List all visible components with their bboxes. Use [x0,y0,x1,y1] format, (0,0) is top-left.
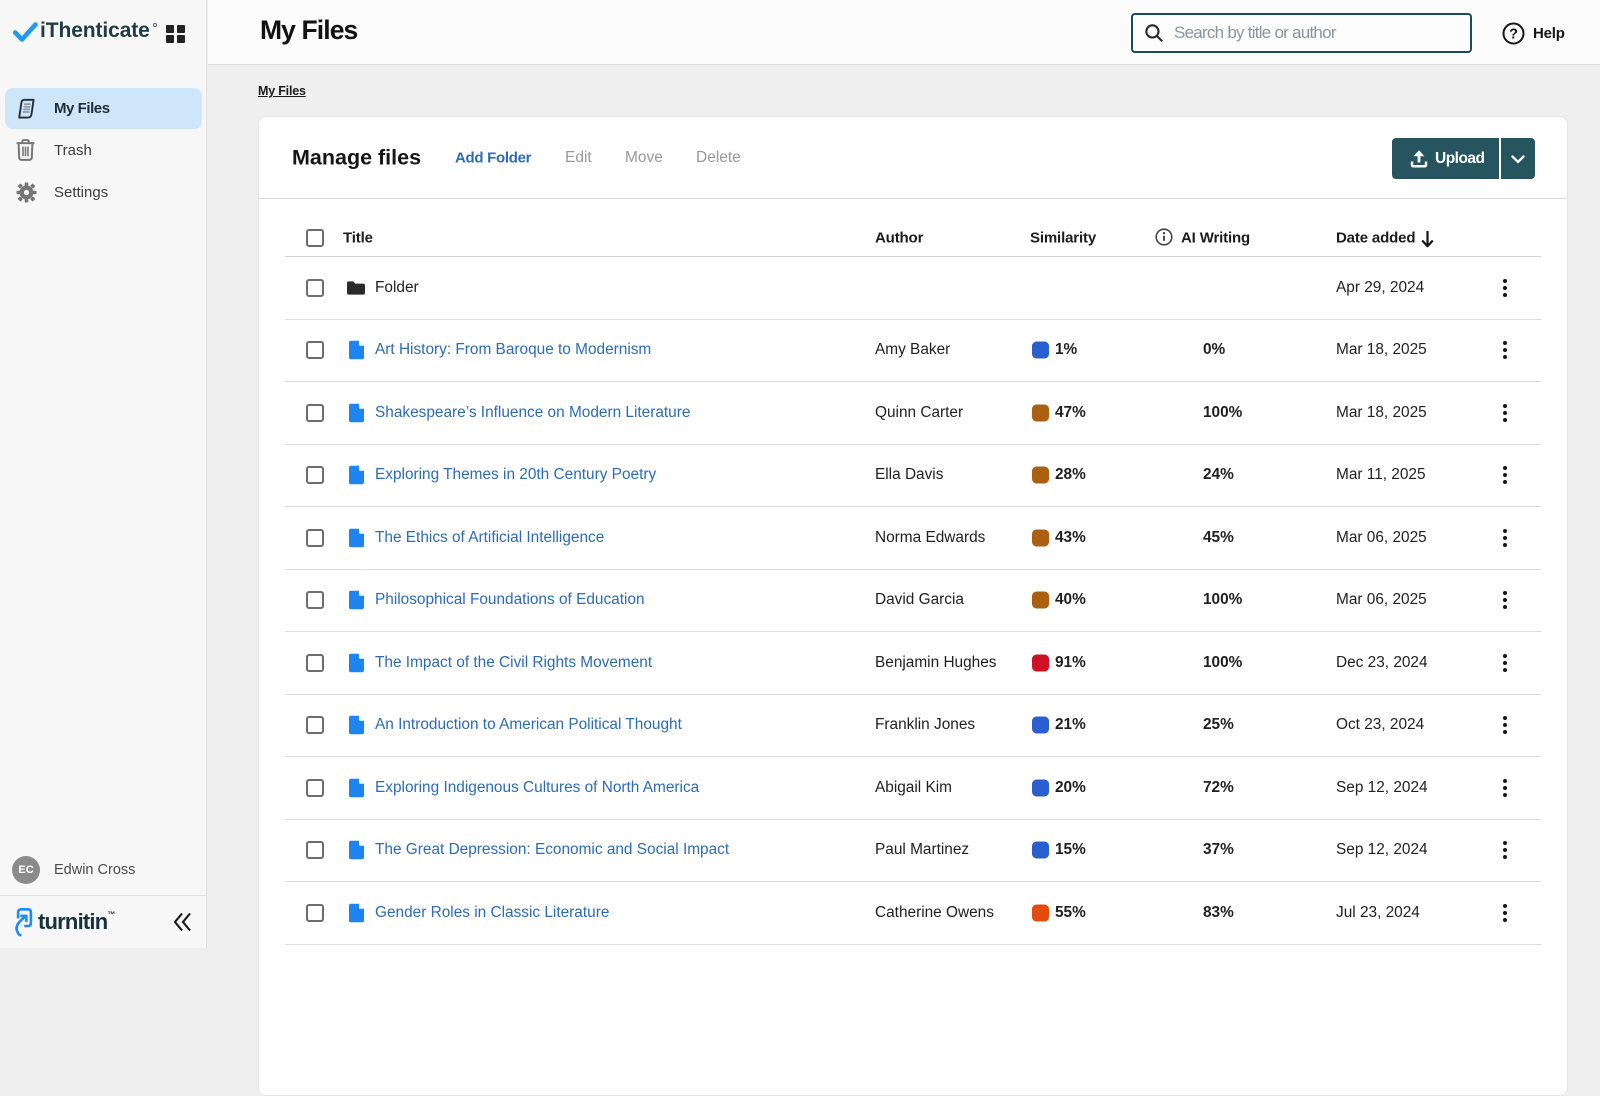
svg-text:?: ? [1509,27,1518,43]
